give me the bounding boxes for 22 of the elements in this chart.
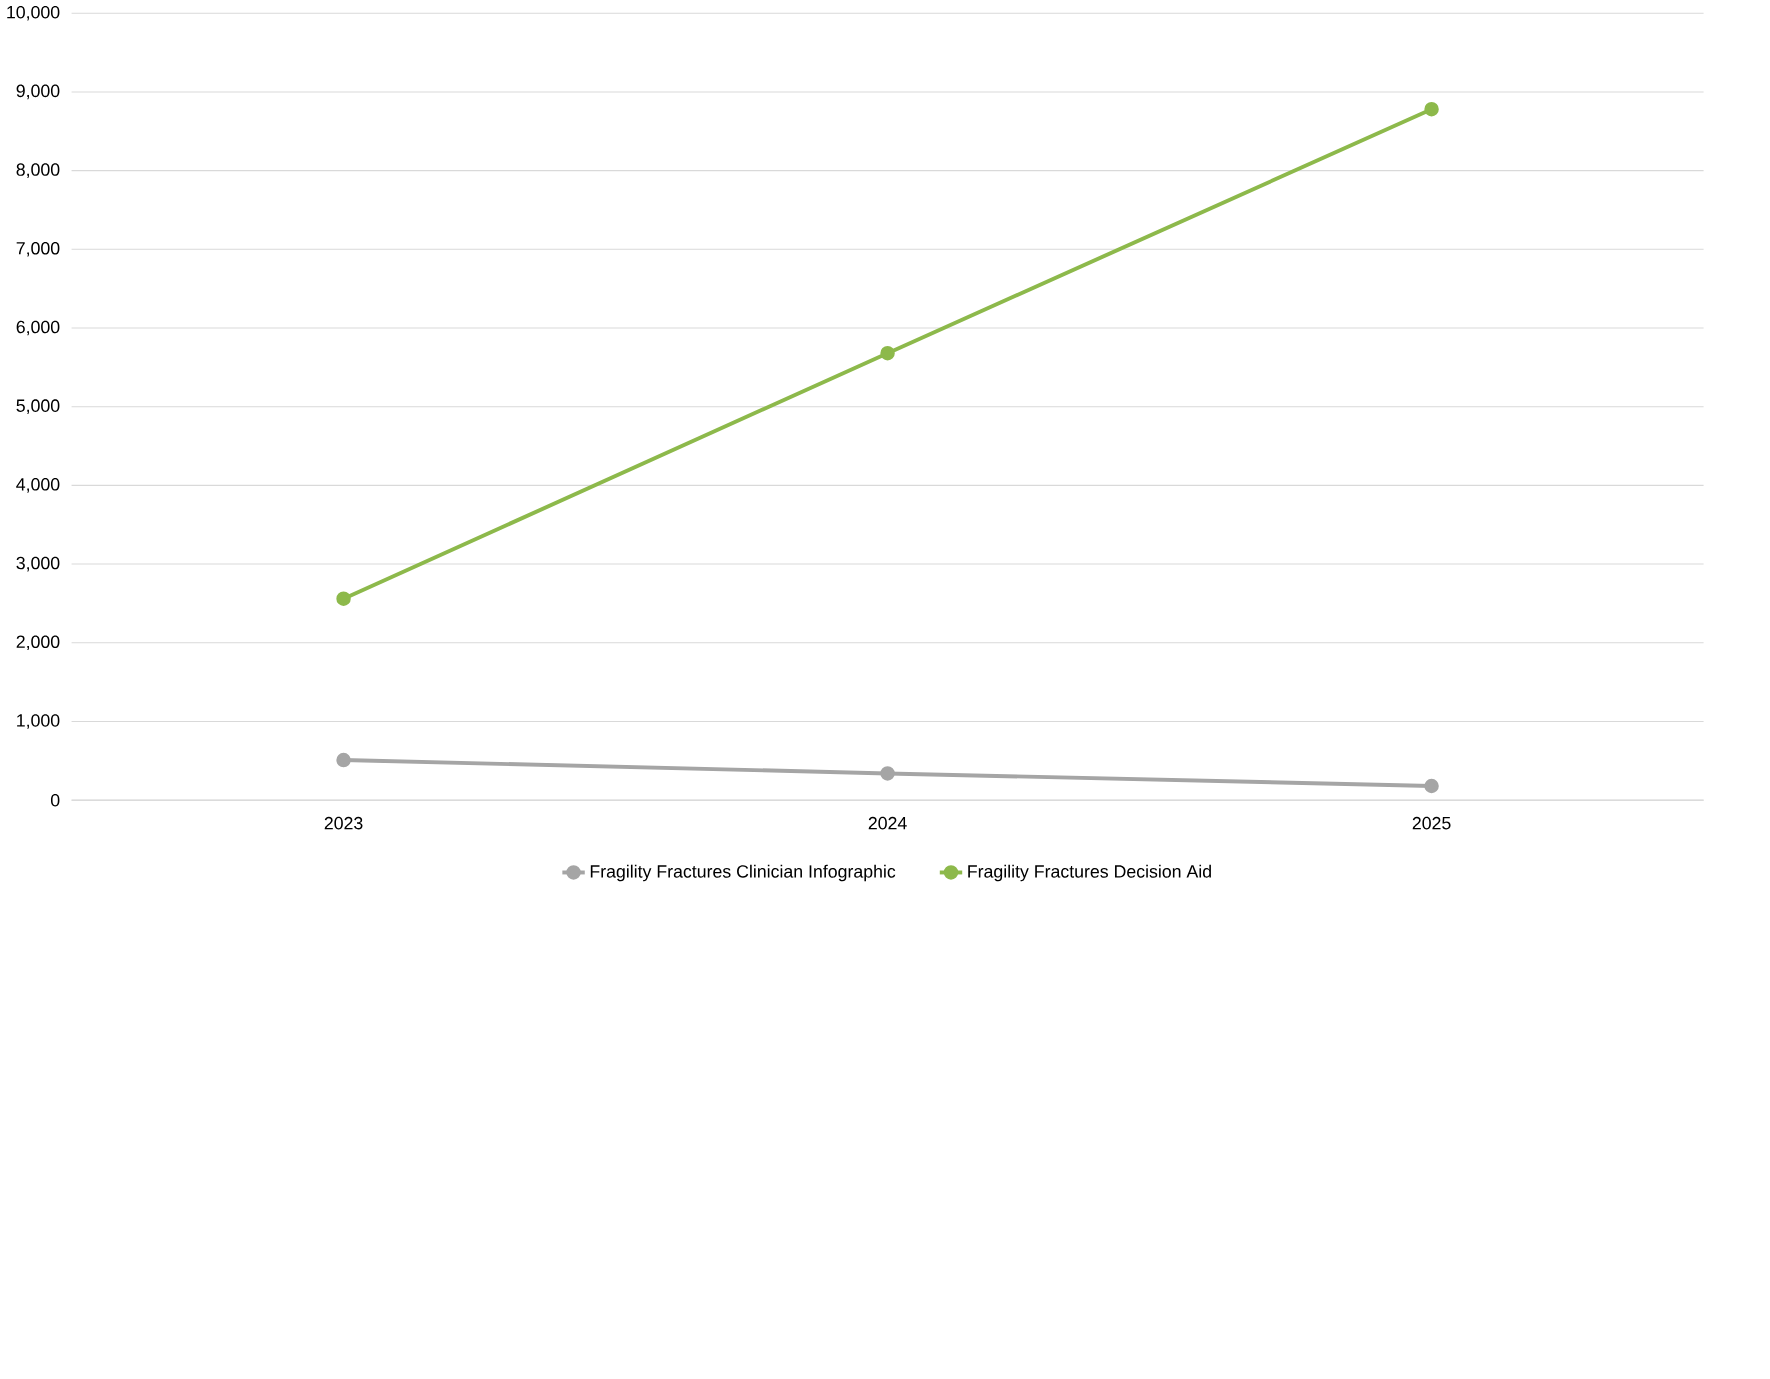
y-tick-label: 0 xyxy=(50,794,60,807)
y-tick-label: 5,000 xyxy=(16,399,60,415)
y-tick-label: 8,000 xyxy=(16,163,60,179)
x-tick-label: 2023 xyxy=(324,817,363,830)
y-tick-label: 6,000 xyxy=(16,320,60,336)
point xyxy=(1424,102,1439,117)
x-tick-label: 2024 xyxy=(868,817,907,830)
y-tick-label: 4,000 xyxy=(16,478,60,493)
legend-label: Fragility Fractures Clinician Infographic xyxy=(590,864,896,882)
y-tick-label: 9,000 xyxy=(16,84,60,100)
point xyxy=(1424,778,1439,794)
y-tick-label: 2,000 xyxy=(16,635,60,651)
y-tick-label: 1,000 xyxy=(17,714,60,729)
point xyxy=(336,591,351,607)
y-tick-label: 3,000 xyxy=(16,556,60,572)
point xyxy=(880,766,895,781)
y-tick-label: 7,000 xyxy=(16,242,60,257)
point xyxy=(336,753,351,768)
legend-label: Fragility Fractures Decision Aid xyxy=(968,864,1211,882)
point xyxy=(880,346,895,361)
x-tick-label: 2025 xyxy=(1412,817,1451,830)
y-tick-label: 10,000 xyxy=(7,6,60,21)
